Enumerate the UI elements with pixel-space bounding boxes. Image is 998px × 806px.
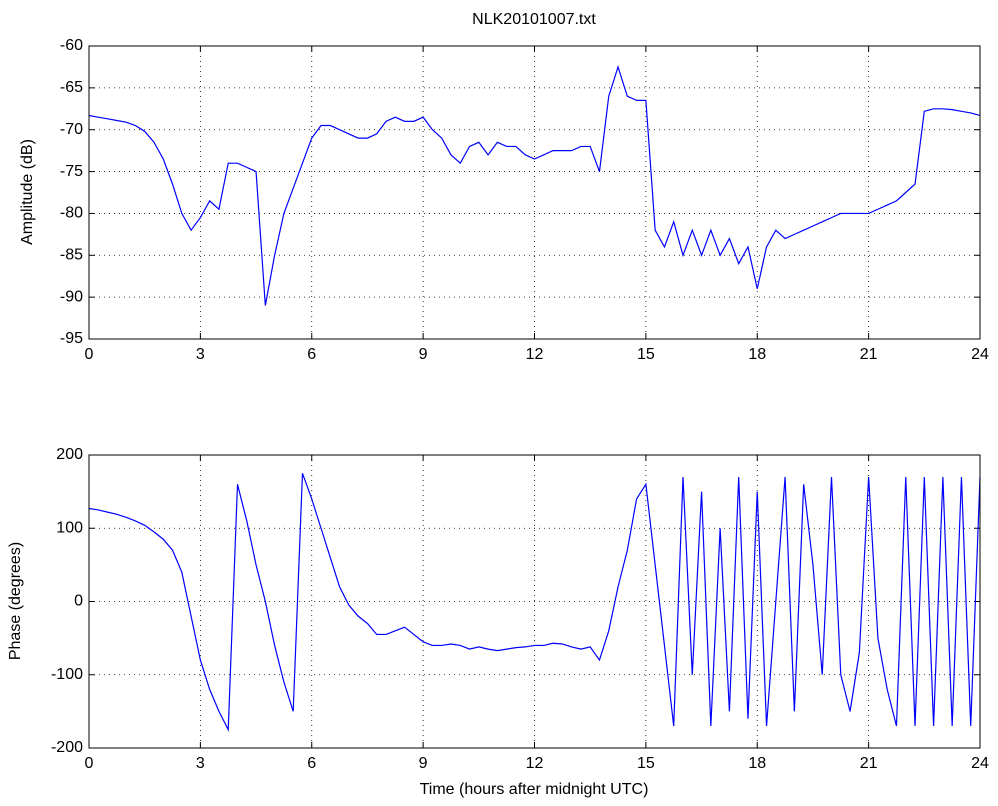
axes-box (88, 454, 981, 749)
x-tick-label: 0 (85, 755, 94, 772)
x-tick-label: 9 (419, 755, 428, 772)
y-tick-label: -65 (60, 79, 83, 96)
x-tick-label: 15 (637, 755, 655, 772)
x-tick-label: 6 (307, 755, 316, 772)
y-tick-label: -90 (60, 288, 83, 305)
data-line (88, 64, 981, 306)
y-tick-label: -95 (60, 330, 83, 347)
x-tick-label: 3 (196, 755, 205, 772)
x-tick-label: 21 (860, 755, 878, 772)
x-tick-label: 15 (637, 346, 655, 363)
y-tick-label: -75 (60, 163, 83, 180)
axes-box (88, 45, 981, 340)
x-tick-label: 12 (526, 755, 544, 772)
y-tick-label: -200 (51, 739, 83, 756)
x-tick-label: 6 (307, 346, 316, 363)
y-axis-label: Phase (degrees) (7, 542, 24, 660)
y-tick-label: -60 (60, 37, 83, 54)
y-tick-label: 200 (56, 446, 83, 463)
y-axis-label: Amplitude (dB) (19, 139, 36, 245)
y-tick-label: -100 (51, 666, 83, 683)
x-axis-label: Time (hours after midnight UTC) (420, 781, 649, 798)
data-line (88, 473, 981, 733)
x-tick-label: 24 (971, 755, 989, 772)
x-tick-label: 18 (748, 346, 766, 363)
x-tick-label: 0 (85, 346, 94, 363)
y-tick-label: -70 (60, 121, 83, 138)
x-tick-label: 21 (860, 346, 878, 363)
x-tick-label: 18 (748, 755, 766, 772)
y-tick-label: 0 (74, 593, 83, 610)
y-tick-label: -80 (60, 205, 83, 222)
y-tick-label: -85 (60, 247, 83, 264)
x-tick-label: 24 (971, 346, 989, 363)
chart-title: NLK20101007.txt (472, 11, 596, 28)
x-tick-label: 3 (196, 346, 205, 363)
x-tick-label: 12 (526, 346, 544, 363)
y-tick-label: 100 (56, 519, 83, 536)
x-tick-label: 9 (419, 346, 428, 363)
